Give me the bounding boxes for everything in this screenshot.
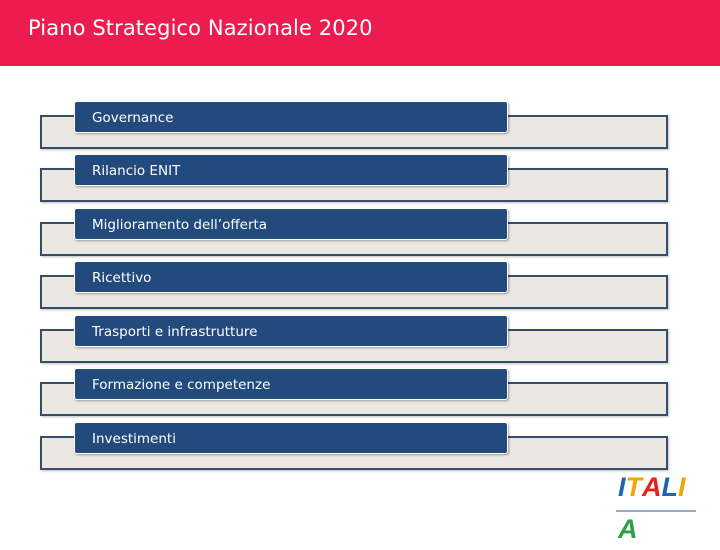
logo-letter: L — [661, 472, 679, 502]
list-item-bar[interactable]: Governance — [74, 101, 508, 133]
logo-letter: I — [678, 472, 686, 502]
header-bar: Piano Strategico Nazionale 2020 — [0, 0, 720, 66]
list-item-bar[interactable]: Investimenti — [74, 422, 508, 454]
logo-letter: T — [625, 472, 643, 502]
list-item-label: Investimenti — [92, 431, 176, 447]
list-item-bar[interactable]: Rilancio ENIT — [74, 154, 508, 186]
logo-letter: I — [618, 472, 626, 502]
list-item-label: Miglioramento dell’offerta — [92, 217, 268, 233]
list-item-label: Trasporti e infrastrutture — [92, 324, 258, 340]
list-item-bar[interactable]: Trasporti e infrastrutture — [74, 315, 508, 347]
list-item[interactable]: Trasporti e infrastrutture — [40, 315, 668, 363]
logo-letter: A — [618, 514, 638, 544]
list-item-bar[interactable]: Ricettivo — [74, 261, 508, 293]
list-item[interactable]: Governance — [40, 101, 668, 149]
logo-tagline — [616, 510, 696, 512]
list-item[interactable]: Investimenti — [40, 422, 668, 470]
list-item[interactable]: Rilancio ENIT — [40, 154, 668, 202]
italia-logo-wordmark: ITALIA — [618, 466, 700, 550]
logo-letter: A — [642, 472, 662, 502]
list-item-label: Governance — [92, 110, 174, 126]
italia-logo: ITALIA — [610, 466, 700, 544]
list-item-label: Ricettivo — [92, 270, 152, 286]
list-item-label: Rilancio ENIT — [92, 163, 181, 179]
list-item[interactable]: Formazione e competenze — [40, 368, 668, 416]
list-item-bar[interactable]: Formazione e competenze — [74, 368, 508, 400]
list-item[interactable]: Miglioramento dell’offerta — [40, 208, 668, 256]
list-item-bar[interactable]: Miglioramento dell’offerta — [74, 208, 508, 240]
page-title: Piano Strategico Nazionale 2020 — [28, 16, 373, 40]
list-item-label: Formazione e competenze — [92, 377, 271, 393]
list-item[interactable]: Ricettivo — [40, 261, 668, 309]
